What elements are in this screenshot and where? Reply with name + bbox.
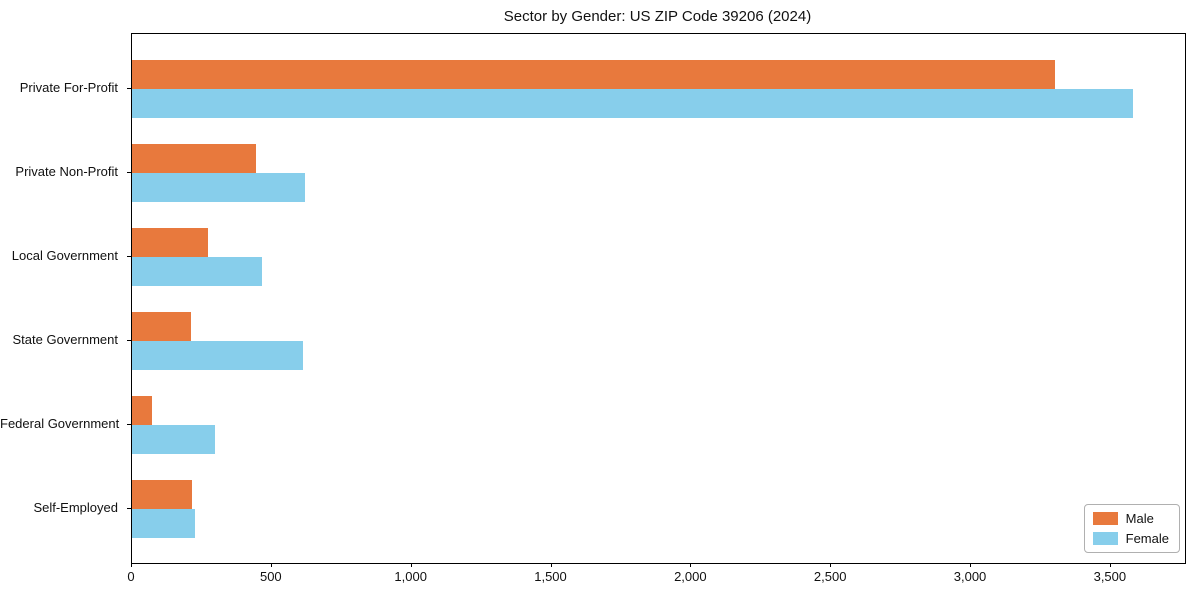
legend-label: Female: [1125, 531, 1169, 546]
legend-swatch-female: [1092, 532, 1118, 545]
y-tick-mark: [127, 423, 131, 425]
bar-female-3: [132, 256, 262, 286]
y-tick-mark: [127, 255, 131, 257]
legend-entry-female: Female: [1092, 531, 1169, 546]
y-axis-label: State Government: [12, 331, 119, 347]
legend-swatch-male: [1092, 512, 1118, 525]
legend-entry-male: Male: [1092, 511, 1169, 526]
bar-male-5: [132, 395, 152, 425]
x-tick-mark: [830, 563, 832, 567]
y-axis-label: Local Government: [11, 247, 118, 263]
x-tick-mark: [410, 563, 412, 567]
y-axis-label: Private Non-Profit: [15, 163, 118, 179]
x-tick-label: 500: [259, 569, 282, 584]
bar-male-2: [132, 143, 256, 173]
x-tick-label: 3,000: [953, 569, 987, 584]
bar-male-1: [132, 59, 1055, 89]
bar-male-4: [132, 311, 191, 341]
chart-title: Sector by Gender: US ZIP Code 39206 (202…: [503, 8, 812, 25]
y-axis-label: Self-Employed: [33, 499, 118, 515]
bar-female-6: [132, 508, 195, 538]
x-tick-label: 3,500: [1093, 569, 1127, 584]
y-axis-label: Federal Government: [0, 415, 120, 431]
x-tick-label: 1,500: [534, 569, 567, 584]
y-tick-mark: [127, 87, 131, 89]
y-tick-mark: [127, 171, 131, 173]
bar-female-4: [132, 340, 303, 370]
x-tick-mark: [270, 563, 272, 567]
x-tick-mark: [690, 563, 692, 567]
y-tick-mark: [127, 507, 131, 509]
x-tick-mark: [970, 563, 972, 567]
bar-male-6: [132, 479, 192, 509]
x-tick-label: 2,000: [674, 569, 707, 584]
plot-area: Male Female: [131, 33, 1186, 564]
x-tick-label: 2,500: [813, 569, 847, 584]
y-tick-mark: [127, 339, 131, 341]
legend: Male Female: [1083, 504, 1180, 553]
bar-female-1: [132, 88, 1133, 118]
bar-female-2: [132, 172, 305, 202]
bar-male-3: [132, 227, 208, 257]
x-tick-mark: [550, 563, 552, 567]
x-tick-label: 1,000: [394, 569, 427, 584]
y-axis-label: Private For-Profit: [19, 79, 118, 95]
x-tick-label: 0: [127, 569, 135, 584]
x-tick-mark: [131, 563, 132, 567]
legend-label: Male: [1125, 511, 1154, 526]
x-tick-mark: [1109, 563, 1111, 567]
bar-female-5: [132, 424, 215, 454]
